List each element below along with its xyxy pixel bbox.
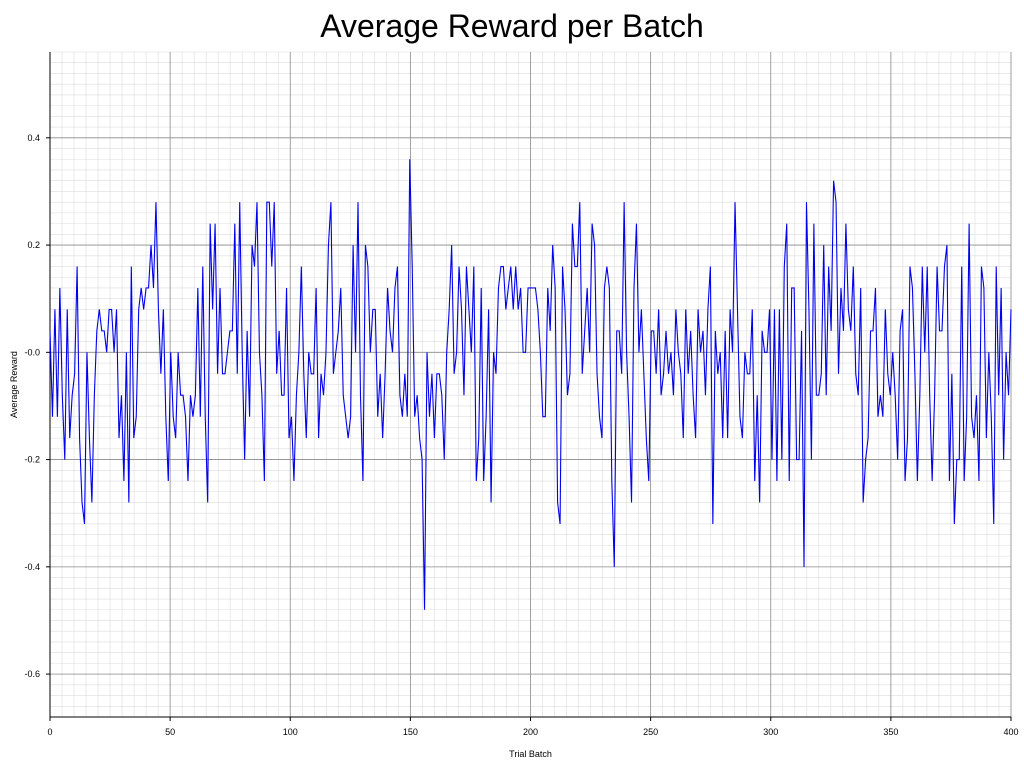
y-tick-label: -0.6 xyxy=(24,669,40,679)
x-tick-label: 250 xyxy=(643,727,658,737)
chart-title: Average Reward per Batch xyxy=(320,8,704,44)
y-tick-label: 0.2 xyxy=(27,240,40,250)
y-tick-label: -0.4 xyxy=(24,562,40,572)
x-tick-label: 100 xyxy=(283,727,298,737)
x-tick-label: 400 xyxy=(1003,727,1018,737)
x-tick-label: 350 xyxy=(883,727,898,737)
x-axis-title: Trial Batch xyxy=(509,749,552,759)
y-tick-label: 0.4 xyxy=(27,133,40,143)
y-axis-ticks: 0.4 0.2 -0.0 -0.2 -0.4 -0.6 xyxy=(24,133,50,679)
x-tick-label: 200 xyxy=(523,727,538,737)
x-tick-label: 50 xyxy=(165,727,175,737)
y-axis-title: Average Reward xyxy=(9,351,19,418)
y-tick-label: -0.0 xyxy=(24,347,40,357)
x-tick-label: 300 xyxy=(763,727,778,737)
x-axis-ticks: 0 50 100 150 200 250 300 350 400 xyxy=(47,717,1019,737)
series-line xyxy=(49,159,1012,610)
x-tick-label: 150 xyxy=(403,727,418,737)
y-tick-label: -0.2 xyxy=(24,455,40,465)
x-tick-label: 0 xyxy=(47,727,52,737)
